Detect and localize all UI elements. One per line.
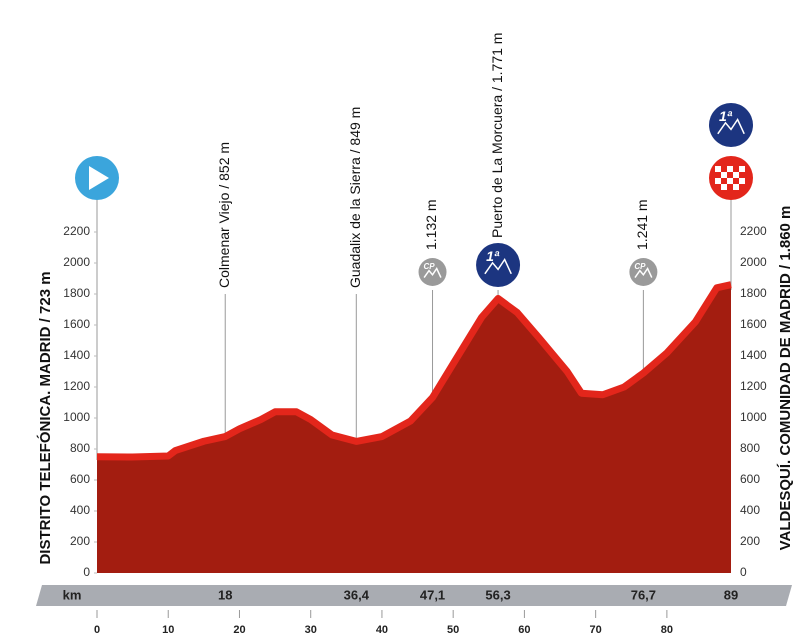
y-tick-label-right: 600 [740, 472, 760, 486]
x-axis-label: km [63, 587, 82, 602]
marker-label: Puerto de La Morcuera / 1.771 m [489, 33, 505, 238]
y-tick-label: 1200 [63, 379, 90, 393]
x-tick-label: 60 [518, 624, 530, 636]
profile-area [97, 284, 731, 573]
y-tick-label: 1400 [63, 348, 90, 362]
icon-text: CP [423, 262, 435, 271]
marker-label: 1.241 m [634, 199, 650, 250]
mountain-icon [423, 266, 442, 279]
marker-label: Guadalix de la Sierra / 849 m [347, 107, 363, 288]
km-bar [36, 585, 792, 606]
category-icon [629, 258, 658, 286]
finish-flag [709, 156, 753, 200]
y-tick-label: 400 [70, 503, 90, 517]
y-tick-label: 2200 [63, 224, 90, 238]
x-tick-label: 50 [447, 624, 459, 636]
category-icon [418, 258, 447, 286]
y-tick-label: 1800 [63, 286, 90, 300]
y-tick-label-right: 200 [740, 534, 760, 548]
mountain-icon [717, 117, 745, 135]
x-tick-label: 20 [233, 624, 245, 636]
y-tick-label: 2000 [63, 255, 90, 269]
km-label: 89 [724, 587, 738, 602]
y-tick-label-right: 2200 [740, 224, 767, 238]
profile-edge [96, 281, 732, 461]
x-tick-label: 0 [94, 624, 100, 636]
y-tick-label: 600 [70, 472, 90, 486]
marker-label: Colmenar Viejo / 852 m [216, 142, 232, 288]
start-label: DISTRITO TELEFÓNICA. MADRID / 723 m [36, 271, 54, 564]
km-label: 56,3 [485, 587, 510, 602]
y-tick-label: 200 [70, 534, 90, 548]
km-label: 18 [218, 587, 232, 602]
start-arrow [89, 166, 109, 190]
x-tick-label: 30 [305, 624, 317, 636]
y-tick-label: 0 [83, 565, 90, 579]
x-tick-label: 40 [376, 624, 388, 636]
y-tick-label-right: 1400 [740, 348, 767, 362]
x-tick-label: 80 [661, 624, 673, 636]
y-tick-label-right: 1200 [740, 379, 767, 393]
mountain-icon [484, 257, 512, 275]
finish-label: VALDESQUÍ. COMUNIDAD DE MADRID / 1.860 m [777, 206, 794, 551]
y-tick-label-right: 400 [740, 503, 760, 517]
y-tick-label-right: 1600 [740, 317, 767, 331]
icon-text: 1ª [486, 248, 500, 264]
category-icon [476, 243, 521, 287]
marker-label: 1.132 m [423, 199, 439, 250]
km-label: 76,7 [631, 587, 656, 602]
icon-text: CP [634, 262, 646, 271]
x-tick-label: 70 [590, 624, 602, 636]
km-label: 36,4 [344, 587, 370, 602]
y-tick-label: 1000 [63, 410, 90, 424]
km-label: 47,1 [420, 587, 445, 602]
mountain-icon [634, 266, 653, 279]
y-tick-label-right: 800 [740, 441, 760, 455]
y-tick-label-right: 2000 [740, 255, 767, 269]
y-tick-label-right: 1000 [740, 410, 767, 424]
y-tick-label-right: 1800 [740, 286, 767, 300]
y-tick-label: 800 [70, 441, 90, 455]
y-tick-label: 1600 [63, 317, 90, 331]
icon-text: 1ª [719, 108, 733, 124]
y-tick-label-right: 0 [740, 565, 747, 579]
category-icon [709, 103, 753, 147]
x-tick-label: 10 [162, 624, 174, 636]
